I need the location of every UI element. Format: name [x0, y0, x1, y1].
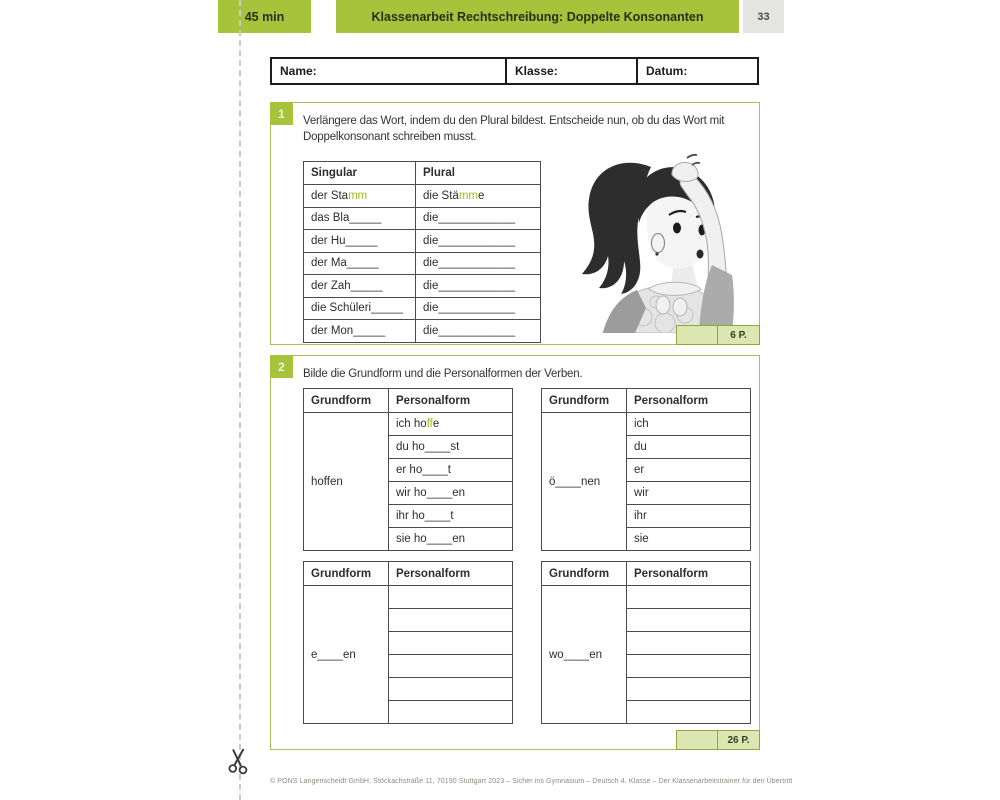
table-row: der Zah _____ die ____________: [304, 274, 540, 297]
singular-cell: der Zah _____: [311, 279, 383, 292]
personalform-row: ich ho ff e: [396, 418, 440, 430]
personalform-row: du: [627, 435, 750, 458]
table-row: die Schüleri _____ die ____________: [304, 296, 540, 319]
personalform-row: [627, 700, 750, 723]
copyright-footer: © PONS Langenscheidt GmbH, Stöckachstraß…: [270, 778, 793, 785]
personalform-row: [627, 654, 750, 677]
personalform-row: wir ho ____en: [389, 481, 512, 504]
table-header-row: Grundform Personalform: [304, 389, 512, 413]
personalform-row: [389, 654, 512, 677]
personalform-row: er: [627, 458, 750, 481]
table-header-row: Grundform Personalform: [304, 562, 512, 586]
verb-table-4: Grundform Personalform wo____en: [541, 561, 751, 724]
personalform-row: [627, 631, 750, 654]
task-instruction: Bilde die Grundform und die Personalform…: [303, 368, 583, 380]
duration-badge: 45 min: [218, 0, 311, 33]
task-number-badge: 1: [270, 102, 293, 125]
table-row: der Sta mm die Stä mm e: [304, 184, 540, 207]
personalform-row: [627, 608, 750, 631]
column-header-grundform: Grundform: [549, 567, 610, 580]
table-row: der Hu _____ die ____________: [304, 229, 540, 252]
plural-cell: die Stä mm e: [415, 185, 540, 207]
personalform-row: ihr: [627, 504, 750, 527]
plural-cell: die ____________: [415, 275, 540, 297]
worksheet-title: Klassenarbeit Rechtschreibung: Doppelte …: [336, 0, 739, 33]
column-header-singular: Singular: [311, 167, 358, 179]
personalform-row: ich: [634, 418, 649, 430]
singular-plural-table: Singular Plural der Sta mm die Stä mm e das…: [303, 161, 541, 343]
points-label: 26 P.: [727, 734, 750, 746]
plural-cell: die ____________: [415, 320, 540, 342]
singular-cell: der Mon _____: [311, 324, 386, 337]
singular-cell: das Bla _____: [311, 212, 382, 225]
singular-cell: der Ma _____: [311, 257, 379, 270]
task-instruction: Verlängere das Wort, indem du den Plural…: [303, 115, 725, 144]
plural-cell: die ____________: [415, 207, 540, 229]
column-header-grundform: Grundform: [549, 394, 610, 407]
grundform-cell: wo____en: [549, 648, 603, 661]
column-header-personalform: Personalform: [626, 562, 750, 585]
column-header-grundform: Grundform: [311, 567, 372, 580]
name-field: Name:: [280, 64, 317, 78]
personalform-row: ihr ho ____t: [389, 504, 512, 527]
girl-illustration: [559, 153, 744, 334]
column-header-personalform: Personalform: [388, 389, 512, 412]
table-row: das Bla _____ die ____________: [304, 206, 540, 229]
table-row: der Mon _____ die ____________: [304, 319, 540, 342]
column-header-personalform: Personalform: [388, 562, 512, 585]
personalform-row: wir: [627, 481, 750, 504]
personalform-row: [389, 586, 512, 608]
points-label: 6 P.: [730, 329, 747, 341]
personalform-row: du ho ____st: [389, 435, 512, 458]
points-box: 6 P.: [676, 325, 760, 345]
grundform-cell: ö____nen: [549, 475, 601, 488]
cut-dashed-line: [239, 0, 241, 800]
task-1: 1 Verlängere das Wort, indem du den Plur…: [270, 102, 760, 345]
table-header-row: Grundform Personalform: [542, 389, 750, 413]
verb-table-2: Grundform Personalform ö____nen ich du e…: [541, 388, 751, 551]
name-class-date-row: Name: Klasse: Datum:: [270, 57, 759, 85]
task-number-badge: 2: [270, 355, 293, 378]
plural-cell: die ____________: [415, 230, 540, 252]
singular-cell: der Sta mm: [311, 189, 368, 202]
verb-table-3: Grundform Personalform e____en: [303, 561, 513, 724]
points-box: 26 P.: [676, 730, 760, 750]
singular-cell: der Hu _____: [311, 234, 378, 247]
task-2: 2 Bilde die Grundform und die Personalfo…: [270, 355, 760, 750]
personalform-row: [389, 631, 512, 654]
personalform-row: [627, 677, 750, 700]
column-header-grundform: Grundform: [311, 394, 372, 407]
personalform-row: [389, 700, 512, 723]
points-empty-cell: [677, 326, 718, 344]
personalform-row: sie: [627, 527, 750, 550]
class-field: Klasse:: [505, 59, 636, 83]
grundform-cell: hoffen: [311, 475, 343, 488]
table-header-row: Singular Plural: [304, 162, 540, 184]
date-field: Datum:: [636, 59, 757, 83]
verb-table-1: Grundform Personalform hoffen ich ho ff e …: [303, 388, 513, 551]
plural-cell: die ____________: [415, 252, 540, 274]
singular-cell: die Schüleri _____: [311, 302, 404, 315]
table-row: der Ma _____ die ____________: [304, 251, 540, 274]
scissors-icon: [226, 746, 253, 775]
points-empty-cell: [677, 731, 718, 749]
column-header-plural: Plural: [415, 162, 540, 184]
column-header-personalform: Personalform: [626, 389, 750, 412]
grundform-cell: e____en: [311, 648, 356, 661]
page-number-badge: 33: [743, 0, 784, 33]
personalform-row: er ho ____t: [389, 458, 512, 481]
personalform-row: [389, 608, 512, 631]
personalform-row: [627, 586, 750, 608]
plural-cell: die ____________: [415, 297, 540, 319]
table-header-row: Grundform Personalform: [542, 562, 750, 586]
personalform-row: [389, 677, 512, 700]
personalform-row: sie ho ____en: [389, 527, 512, 550]
